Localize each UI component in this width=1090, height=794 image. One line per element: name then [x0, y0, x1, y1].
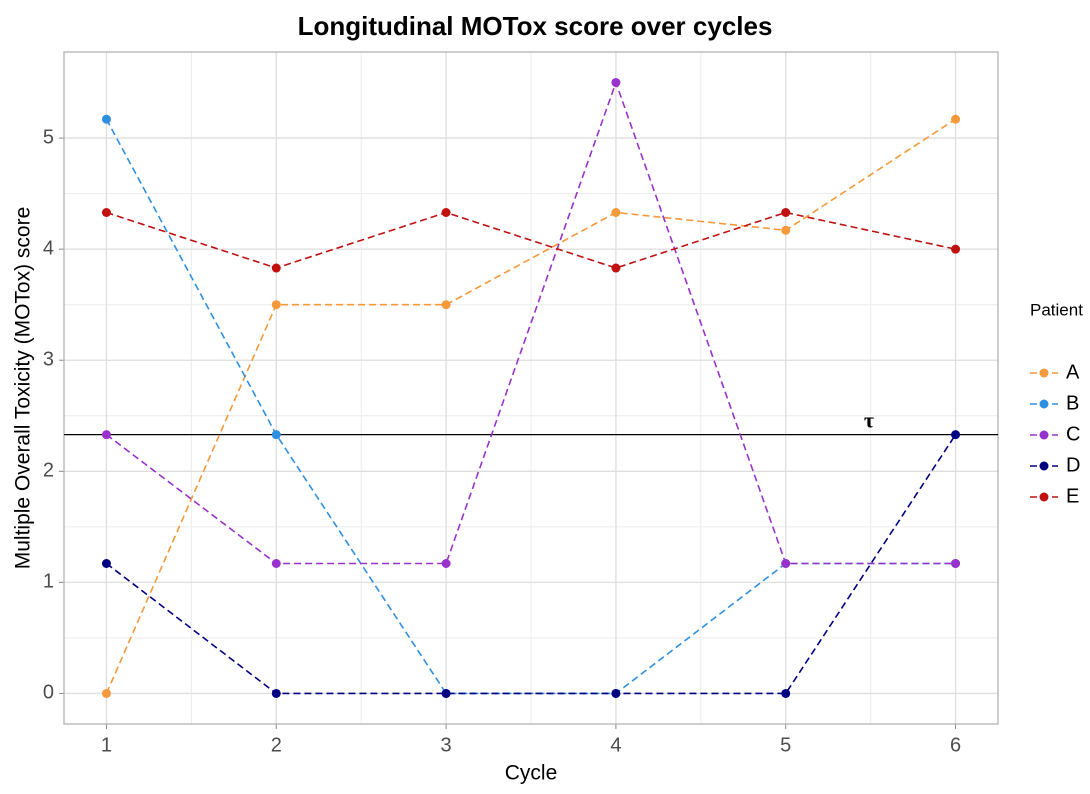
series-line: [105, 434, 957, 695]
data-point: [271, 430, 281, 440]
data-point: [101, 114, 111, 124]
data-point: [271, 263, 281, 273]
panel-border: [63, 51, 999, 725]
data-point: [781, 558, 791, 568]
legend-key-point: [1039, 399, 1049, 409]
legend-label: A: [1066, 361, 1080, 383]
x-axis-label: Cycle: [505, 762, 558, 785]
data-point: [781, 208, 791, 218]
x-tick-label: 3: [441, 734, 452, 756]
data-point: [611, 263, 621, 273]
y-axis-label: Multiple Overall Toxicity (MOTox) score: [12, 207, 35, 570]
legend-label: B: [1066, 392, 1079, 414]
data-point: [951, 114, 961, 124]
y-tick-label: 3: [43, 349, 54, 371]
y-tick-label: 2: [43, 460, 54, 482]
data-point: [781, 688, 791, 698]
series-line: [105, 80, 956, 565]
series-line: [105, 118, 956, 694]
data-point: [101, 208, 111, 218]
data-point: [951, 244, 961, 254]
data-point: [271, 688, 281, 698]
data-point: [441, 208, 451, 218]
data-point: [951, 558, 961, 568]
data-point: [101, 688, 111, 698]
data-point: [441, 558, 451, 568]
y-tick-label: 4: [43, 237, 54, 259]
x-tick-label: 5: [780, 734, 791, 756]
data-point: [271, 558, 281, 568]
data-point: [441, 300, 451, 310]
data-point: [271, 300, 281, 310]
legend-key-point: [1039, 368, 1049, 378]
legend-key-point: [1039, 461, 1049, 471]
y-tick-label: 1: [43, 571, 54, 593]
data-point: [611, 78, 621, 88]
data-point: [441, 688, 451, 698]
data-point: [101, 430, 111, 440]
series-line: [106, 211, 956, 269]
legend-label: D: [1066, 454, 1080, 476]
legend-label: E: [1066, 485, 1079, 507]
x-tick-label: 4: [610, 734, 621, 756]
x-tick-label: 2: [271, 734, 282, 756]
data-point: [611, 208, 621, 218]
chart-title: Longitudinal MOTox score over cycles: [298, 11, 773, 41]
data-point: [781, 225, 791, 235]
legend-key-point: [1039, 430, 1049, 440]
data-point: [101, 558, 111, 568]
legend-label: C: [1066, 423, 1080, 445]
data-point: [611, 688, 621, 698]
y-tick-label: 0: [43, 682, 54, 704]
threshold-label: τ: [864, 408, 874, 433]
data-point: [951, 430, 961, 440]
legend-title: Patient: [1030, 300, 1083, 319]
y-tick-label: 5: [43, 126, 54, 148]
legend-key-point: [1039, 492, 1049, 502]
x-tick-label: 1: [101, 734, 112, 756]
x-tick-label: 6: [950, 734, 961, 756]
